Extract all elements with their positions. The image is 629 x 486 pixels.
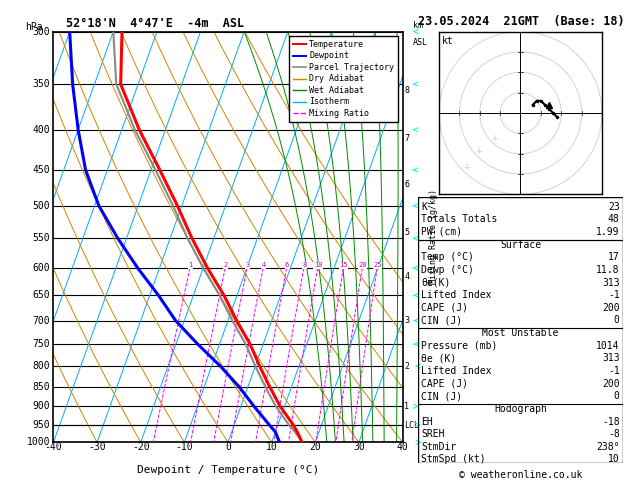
Text: 800: 800 bbox=[32, 361, 50, 371]
Text: © weatheronline.co.uk: © weatheronline.co.uk bbox=[459, 470, 582, 480]
Text: km: km bbox=[413, 20, 423, 30]
Text: +: + bbox=[464, 162, 470, 172]
Text: -40: -40 bbox=[45, 442, 62, 452]
Text: 23.05.2024  21GMT  (Base: 18): 23.05.2024 21GMT (Base: 18) bbox=[418, 15, 625, 28]
Text: -10: -10 bbox=[175, 442, 193, 452]
Text: 30: 30 bbox=[353, 442, 365, 452]
Text: LCL: LCL bbox=[404, 421, 420, 430]
Text: CAPE (J): CAPE (J) bbox=[421, 303, 469, 313]
Text: 4: 4 bbox=[262, 262, 266, 268]
Text: Dewp (°C): Dewp (°C) bbox=[421, 265, 474, 275]
Text: 20: 20 bbox=[359, 262, 367, 268]
Text: CIN (J): CIN (J) bbox=[421, 391, 462, 401]
Text: -1: -1 bbox=[608, 366, 620, 376]
Text: 8: 8 bbox=[404, 87, 409, 95]
Text: 1000: 1000 bbox=[26, 437, 50, 447]
Text: 2: 2 bbox=[404, 362, 409, 371]
Text: 600: 600 bbox=[32, 263, 50, 273]
Text: 850: 850 bbox=[32, 382, 50, 392]
Text: 48: 48 bbox=[608, 214, 620, 225]
Text: -20: -20 bbox=[132, 442, 150, 452]
Text: 350: 350 bbox=[32, 79, 50, 89]
Text: +: + bbox=[492, 134, 499, 143]
Text: 23: 23 bbox=[608, 202, 620, 212]
Text: 313: 313 bbox=[602, 278, 620, 288]
Text: kt: kt bbox=[442, 36, 454, 47]
Text: CAPE (J): CAPE (J) bbox=[421, 379, 469, 389]
Text: PW (cm): PW (cm) bbox=[421, 227, 462, 237]
Text: StmSpd (kt): StmSpd (kt) bbox=[421, 454, 486, 465]
Text: -18: -18 bbox=[602, 417, 620, 427]
Text: Lifted Index: Lifted Index bbox=[421, 290, 492, 300]
Text: 200: 200 bbox=[602, 303, 620, 313]
Text: 0: 0 bbox=[225, 442, 231, 452]
Text: 6: 6 bbox=[285, 262, 289, 268]
Text: 200: 200 bbox=[602, 379, 620, 389]
Text: 750: 750 bbox=[32, 339, 50, 349]
Text: CIN (J): CIN (J) bbox=[421, 315, 462, 326]
Text: 1: 1 bbox=[404, 402, 409, 411]
Text: 0: 0 bbox=[614, 391, 620, 401]
Text: 4: 4 bbox=[404, 273, 409, 281]
Text: 20: 20 bbox=[309, 442, 321, 452]
Text: -1: -1 bbox=[608, 290, 620, 300]
Text: 10: 10 bbox=[266, 442, 277, 452]
Text: 300: 300 bbox=[32, 27, 50, 36]
Text: 2: 2 bbox=[224, 262, 228, 268]
Text: Mixing Ratio (g/kg): Mixing Ratio (g/kg) bbox=[430, 190, 438, 284]
Text: Dewpoint / Temperature (°C): Dewpoint / Temperature (°C) bbox=[137, 465, 319, 475]
Text: θe(K): θe(K) bbox=[421, 278, 451, 288]
Text: 52°18'N  4°47'E  -4m  ASL: 52°18'N 4°47'E -4m ASL bbox=[66, 17, 244, 30]
Text: Most Unstable: Most Unstable bbox=[482, 328, 559, 338]
Text: 950: 950 bbox=[32, 420, 50, 430]
Text: Totals Totals: Totals Totals bbox=[421, 214, 498, 225]
Text: 0: 0 bbox=[614, 315, 620, 326]
Text: 1: 1 bbox=[188, 262, 192, 268]
Text: -30: -30 bbox=[88, 442, 106, 452]
Text: -8: -8 bbox=[608, 429, 620, 439]
Text: 17: 17 bbox=[608, 252, 620, 262]
Text: Hodograph: Hodograph bbox=[494, 404, 547, 414]
Text: θe (K): θe (K) bbox=[421, 353, 457, 364]
Text: 450: 450 bbox=[32, 165, 50, 175]
Text: 7: 7 bbox=[404, 135, 409, 143]
Text: 8: 8 bbox=[302, 262, 306, 268]
Text: 3: 3 bbox=[245, 262, 250, 268]
Text: 40: 40 bbox=[397, 442, 408, 452]
Text: 1014: 1014 bbox=[596, 341, 620, 351]
Text: ASL: ASL bbox=[413, 38, 428, 47]
Text: 11.8: 11.8 bbox=[596, 265, 620, 275]
Text: 15: 15 bbox=[340, 262, 348, 268]
Text: 550: 550 bbox=[32, 233, 50, 243]
Legend: Temperature, Dewpoint, Parcel Trajectory, Dry Adiabat, Wet Adiabat, Isotherm, Mi: Temperature, Dewpoint, Parcel Trajectory… bbox=[289, 36, 398, 122]
Text: 650: 650 bbox=[32, 290, 50, 300]
Text: 500: 500 bbox=[32, 201, 50, 211]
Text: +: + bbox=[476, 146, 482, 156]
Text: StmDir: StmDir bbox=[421, 442, 457, 452]
Text: 10: 10 bbox=[608, 454, 620, 465]
Text: 5: 5 bbox=[404, 227, 409, 237]
Text: EH: EH bbox=[421, 417, 433, 427]
Text: K: K bbox=[421, 202, 427, 212]
Text: 10: 10 bbox=[314, 262, 322, 268]
Text: 3: 3 bbox=[404, 316, 409, 325]
Text: SREH: SREH bbox=[421, 429, 445, 439]
Text: Pressure (mb): Pressure (mb) bbox=[421, 341, 498, 351]
Text: Lifted Index: Lifted Index bbox=[421, 366, 492, 376]
Text: 400: 400 bbox=[32, 125, 50, 135]
Text: 900: 900 bbox=[32, 401, 50, 411]
Text: 313: 313 bbox=[602, 353, 620, 364]
Text: 1.99: 1.99 bbox=[596, 227, 620, 237]
Text: 238°: 238° bbox=[596, 442, 620, 452]
Text: 25: 25 bbox=[374, 262, 382, 268]
Text: 6: 6 bbox=[404, 180, 409, 189]
Text: hPa: hPa bbox=[25, 21, 43, 32]
Text: Temp (°C): Temp (°C) bbox=[421, 252, 474, 262]
Text: 700: 700 bbox=[32, 315, 50, 326]
Text: Surface: Surface bbox=[500, 240, 541, 250]
